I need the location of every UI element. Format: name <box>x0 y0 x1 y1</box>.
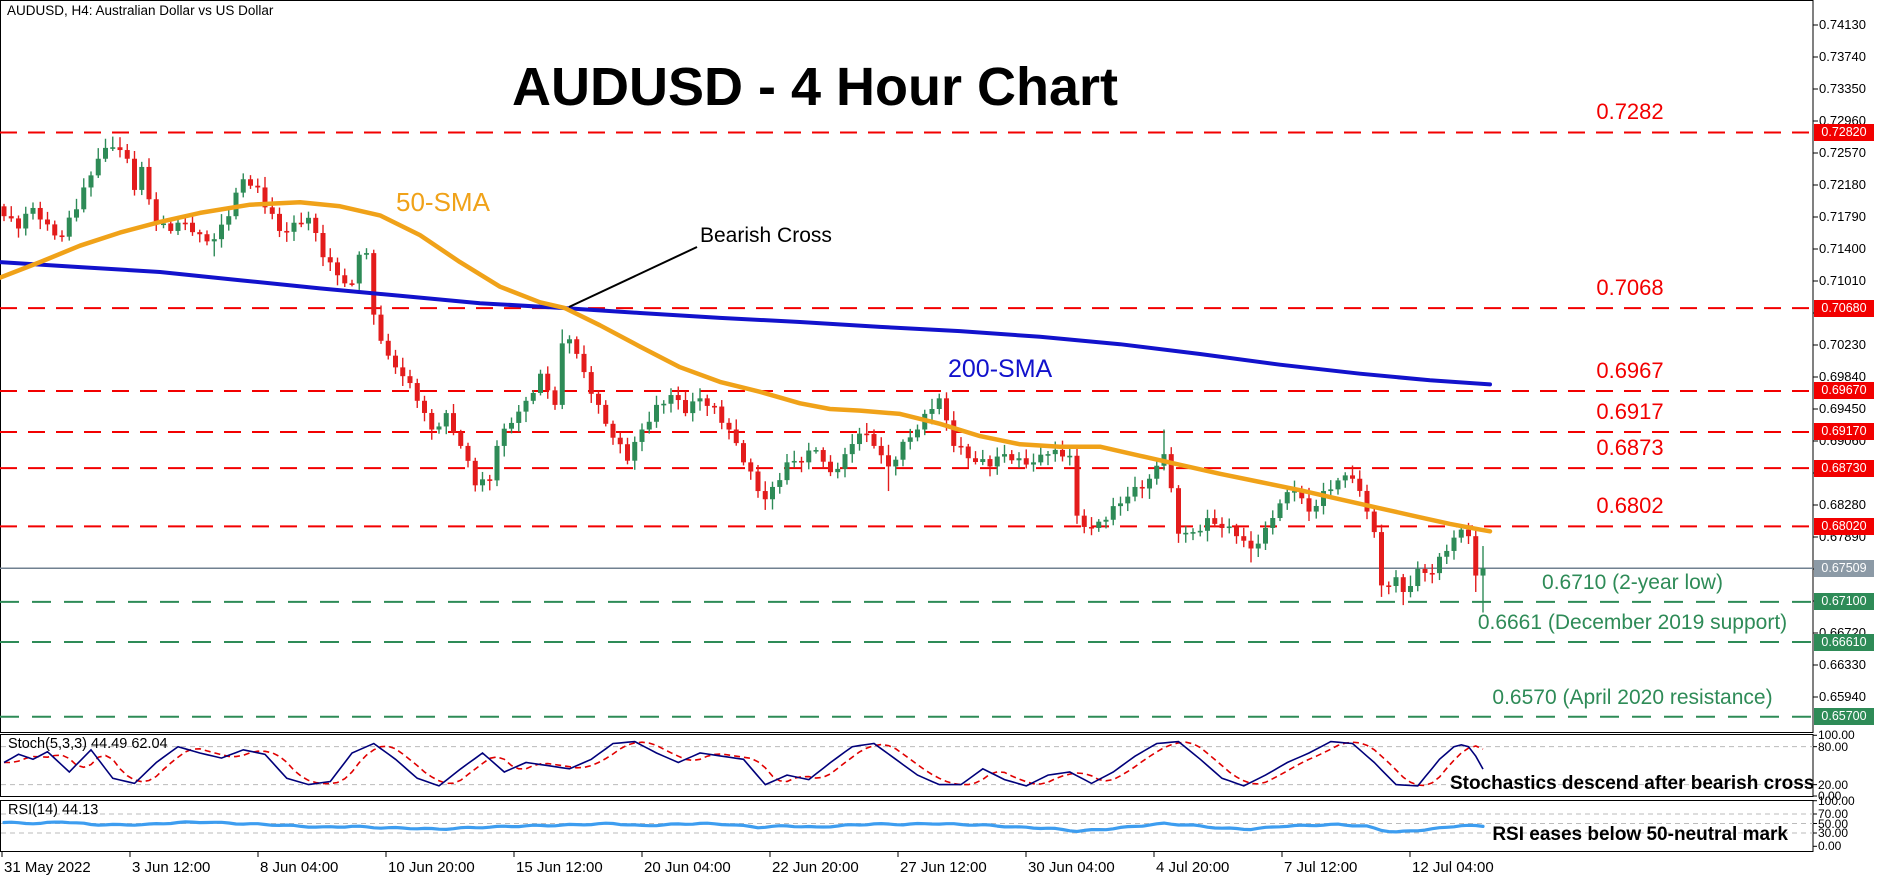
x-tick-label-8: 30 Jun 04:00 <box>1028 859 1115 876</box>
price-badge-resistance-0.6873: 0.68730 <box>1814 459 1874 477</box>
y-tick-label-0.71010: 0.71010 <box>1819 273 1866 288</box>
x-tick-label-6: 22 Jun 20:00 <box>772 859 859 876</box>
stoch-axis-label-100.00: 100.00 <box>1818 728 1855 743</box>
resistance-label-0.6873: 0.6873 <box>1596 435 1664 461</box>
rsi-axis-label-70.00: 70.00 <box>1818 807 1849 821</box>
support-label-0.657: 0.6570 (April 2020 resistance) <box>1492 685 1773 709</box>
resistance-label-0.7282: 0.7282 <box>1596 99 1664 125</box>
sma200-label: 200-SMA <box>948 355 1053 383</box>
y-tick-label-0.71400: 0.71400 <box>1819 241 1866 256</box>
main-panel[interactable] <box>0 0 1814 733</box>
chart-title: AUDUSD - 4 Hour Chart <box>511 57 1119 117</box>
sma50-label: 50-SMA <box>396 187 490 217</box>
x-tick-label-9: 4 Jul 20:00 <box>1156 859 1230 876</box>
symbol-header: AUDUSD, H4: Australian Dollar vs US Doll… <box>7 3 274 18</box>
rsi-axis-label-0.00: 0.00 <box>1818 839 1842 854</box>
price-badge-resistance-0.6967: 0.69670 <box>1814 382 1874 400</box>
y-tick-label-0.65940: 0.65940 <box>1819 689 1866 704</box>
y-tick-label-0.69840: 0.69840 <box>1819 369 1866 384</box>
stoch-panel[interactable] <box>0 734 1814 797</box>
rsi-axis-label-100.00: 100.00 <box>1818 793 1855 808</box>
support-label-0.671: 0.6710 (2-year low) <box>1542 570 1723 594</box>
x-tick-label-10: 7 Jul 12:00 <box>1284 859 1358 876</box>
price-badge-support-0.657: 0.65700 <box>1814 708 1874 726</box>
rsi-axis-label-50.00: 50.00 <box>1818 816 1849 831</box>
price-badge-resistance-0.7282: 0.72820 <box>1814 123 1874 141</box>
price-badge-resistance-0.6802: 0.68020 <box>1814 517 1874 535</box>
candlesticks <box>1 136 1486 613</box>
y-tick-label-0.69450: 0.69450 <box>1819 401 1866 416</box>
resistance-label-0.6967: 0.6967 <box>1596 357 1664 383</box>
y-tick-label-0.72180: 0.72180 <box>1819 177 1866 192</box>
x-tick-label-3: 10 Jun 20:00 <box>388 859 475 876</box>
stoch-axis-label-80.00: 80.00 <box>1818 739 1849 754</box>
bearish-cross-annotation: Bearish Cross <box>700 224 832 247</box>
rsi-indicator-label: RSI(14) 44.13 <box>8 802 99 818</box>
resistance-label-0.6802: 0.6802 <box>1596 493 1664 519</box>
y-tick-label-0.68280: 0.68280 <box>1819 497 1866 512</box>
stoch-axis-label-20.00: 20.00 <box>1818 777 1849 792</box>
bearish-cross-arrow <box>568 246 698 308</box>
sma50-line <box>0 199 1493 534</box>
x-tick-label-2: 8 Jun 04:00 <box>260 859 339 876</box>
x-tick-label-5: 20 Jun 04:00 <box>644 859 731 876</box>
stoch-k-line <box>3 740 1484 787</box>
stoch-annotation: Stochastics descend after bearish cross <box>1450 773 1815 794</box>
x-tick-label-7: 27 Jun 12:00 <box>900 859 987 876</box>
y-tick-label-0.71790: 0.71790 <box>1819 209 1866 224</box>
stoch-indicator-label: Stoch(5,3,3) 44.49 62.04 <box>8 736 168 752</box>
price-badge-resistance-0.7068: 0.70680 <box>1814 299 1874 317</box>
price-badge-support-0.671: 0.67100 <box>1814 593 1874 611</box>
y-tick-label-0.66330: 0.66330 <box>1819 657 1866 672</box>
y-tick-label-0.73350: 0.73350 <box>1819 81 1866 96</box>
price-badge-current: 0.67509 <box>1814 559 1874 577</box>
y-tick-label-0.70230: 0.70230 <box>1819 337 1866 352</box>
sma200-line <box>0 260 1492 387</box>
y-tick-label-0.72570: 0.72570 <box>1819 145 1866 160</box>
rsi-annotation: RSI eases below 50-neutral mark <box>1492 824 1788 845</box>
rsi-axis-label-30.00: 30.00 <box>1818 826 1849 840</box>
x-tick-label-11: 12 Jul 04:00 <box>1412 859 1494 876</box>
price-badge-support-0.6661: 0.66610 <box>1814 633 1874 651</box>
x-tick-label-1: 3 Jun 12:00 <box>132 859 211 876</box>
resistance-label-0.6917: 0.6917 <box>1596 398 1664 424</box>
price-badge-resistance-0.6917: 0.69170 <box>1814 423 1874 441</box>
rsi-line <box>2 820 1485 834</box>
x-tick-label-0: 31 May 2022 <box>4 859 91 876</box>
support-label-0.6661: 0.6661 (December 2019 support) <box>1477 611 1788 635</box>
y-tick-label-0.74130: 0.74130 <box>1819 17 1866 32</box>
stoch-d-line <box>4 741 1484 787</box>
stoch-axis-label-0.00: 0.00 <box>1818 789 1842 804</box>
y-tick-label-0.73740: 0.73740 <box>1819 49 1866 64</box>
x-tick-label-4: 15 Jun 12:00 <box>516 859 603 876</box>
resistance-label-0.7068: 0.7068 <box>1596 275 1664 301</box>
